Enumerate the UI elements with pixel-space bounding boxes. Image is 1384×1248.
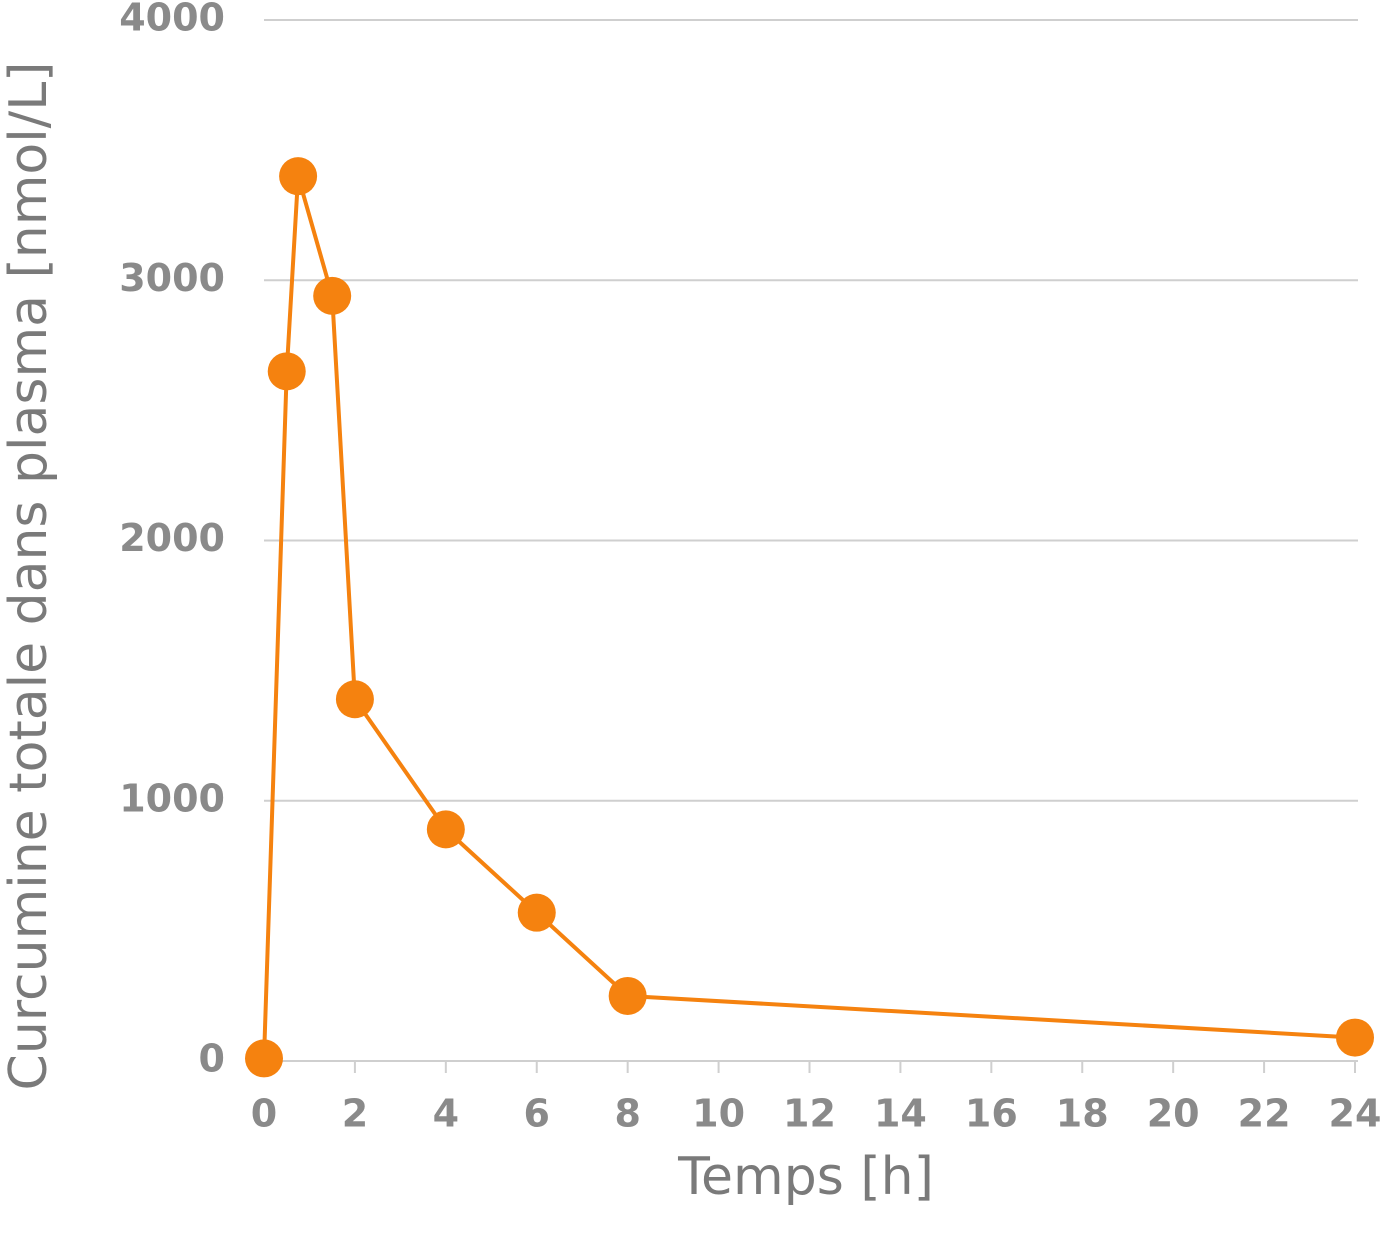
x-axis: [263, 1061, 1356, 1073]
x-tick-label: 16: [965, 1092, 1018, 1136]
x-tick-label: 24: [1329, 1092, 1382, 1136]
data-point: [267, 352, 306, 391]
data-point: [608, 976, 647, 1015]
x-axis-title: Temps [h]: [677, 1147, 934, 1207]
x-tick-label: 22: [1238, 1092, 1291, 1136]
x-tick-label: 2: [342, 1092, 368, 1136]
y-tick-label: 0: [199, 1037, 225, 1081]
y-tick-label: 1000: [119, 776, 225, 820]
data-point: [335, 680, 374, 719]
y-tick-label: 3000: [119, 256, 225, 300]
data-point: [279, 157, 318, 196]
x-tick-label: 18: [1056, 1092, 1109, 1136]
data-series: [245, 157, 1374, 1078]
x-tick-label: 6: [524, 1092, 550, 1136]
y-axis-tick-labels: 0 1000 2000 3000 4000: [119, 0, 225, 1081]
y-axis-title: Curcumine totale dans plasma [nmol/L]: [0, 62, 59, 1091]
series-line: [262, 174, 1356, 1059]
data-point: [1336, 1018, 1374, 1057]
x-tick-label: 10: [692, 1092, 745, 1136]
data-point: [517, 893, 556, 932]
x-tick-label: 12: [783, 1092, 836, 1136]
gridlines: [264, 19, 1358, 1062]
x-tick-label: 14: [874, 1092, 927, 1136]
data-point: [245, 1039, 283, 1078]
data-point: [426, 810, 465, 849]
x-axis-tick-labels: 0 2 4 6 8 10 12 14 16 18 20 22 24: [251, 1092, 1382, 1136]
x-tick-label: 4: [433, 1092, 459, 1136]
x-tick-label: 8: [614, 1092, 640, 1136]
data-point: [313, 276, 352, 315]
y-tick-label: 2000: [119, 516, 225, 560]
x-tick-label: 20: [1147, 1092, 1200, 1136]
y-tick-label: 4000: [119, 0, 225, 40]
x-tick-label: 0: [251, 1092, 277, 1136]
